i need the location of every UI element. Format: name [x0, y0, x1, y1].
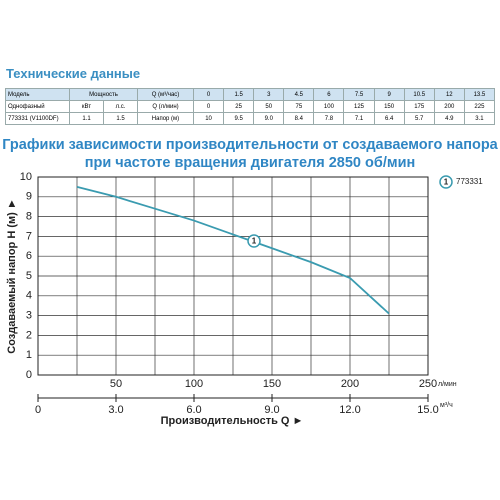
y-tick-label: 10	[20, 171, 32, 183]
x-unit: л/мин	[438, 381, 457, 388]
x-tick-label: 200	[341, 378, 359, 390]
chart-subtitle: при частоте вращения двигателя 2850 об/м…	[85, 155, 416, 171]
legend-marker	[439, 175, 453, 189]
y-tick-label: 3	[26, 310, 32, 322]
y-axis-label: Создаваемый напор H (м) ►	[6, 198, 18, 353]
x2-tick-label: 15.0	[417, 404, 438, 416]
spec-table: Модель Мощность Q (м³/час) 0 1.5 3 4.5 6 7.5 9 10.…	[5, 88, 496, 125]
curve-marker-label: 1	[252, 237, 257, 246]
x-tick-label: 100	[185, 378, 203, 390]
table-row: Модель Мощность Q (м³/час) 0 1.5 3 4.5 6 7.5 9 10.…	[5, 88, 496, 101]
x2-tick-label: 12.0	[339, 404, 360, 416]
y-tick-label: 7	[26, 230, 32, 242]
y-tick-label: 5	[26, 270, 32, 282]
table-cell: 7.5	[343, 88, 375, 101]
x-tick-label: 250	[419, 378, 437, 390]
table-cell: 1.5	[103, 112, 138, 125]
x2-tick-label: 9.0	[264, 404, 279, 416]
table-cell: 10.5	[403, 88, 435, 101]
x2-tick-label: 0	[35, 404, 41, 416]
table-cell: Модель	[5, 88, 70, 101]
table-cell: 9	[373, 88, 405, 101]
y-tick-label: 4	[26, 290, 32, 302]
x-axis-label: Производительность Q ►	[161, 415, 304, 427]
legend-marker-label: 1	[444, 178, 449, 187]
y-tick-label: 2	[26, 329, 32, 341]
y-tick-label: 1	[26, 349, 32, 361]
x2-unit: м³/ч	[440, 402, 453, 409]
chart-title: Графики зависимости производительности о…	[2, 137, 498, 153]
y-tick-label: 0	[26, 369, 32, 381]
table-cell: 4.5	[283, 88, 315, 101]
curve	[76, 186, 390, 315]
y-tick-label: 8	[26, 211, 32, 223]
table-cell: 1.5	[223, 88, 255, 101]
table-row: 773331 (V1100DF) 1.1 1.5 Напор (м) 10 9.5 9.0 8…	[5, 112, 496, 125]
table-row: Однофазный кВт л.с. Q (л/мин) 0 25 50 75 100 125 1…	[5, 100, 496, 113]
plot-frame	[37, 176, 429, 376]
table-cell: 3.1	[463, 112, 496, 125]
y-tick-label: 9	[26, 191, 32, 203]
table-cell: 8.4	[283, 112, 315, 125]
table-cell: 773331 (V1100DF)	[5, 112, 70, 125]
legend-label: 773331	[456, 177, 483, 186]
y-tick-label: 6	[26, 250, 32, 262]
x-tick-label: 50	[110, 378, 122, 390]
table-cell: 0	[192, 88, 225, 101]
section-title: Технические данные	[6, 66, 141, 81]
table-cell: Мощность	[69, 88, 138, 101]
curve-marker	[247, 234, 261, 248]
x2-tick-label: 3.0	[108, 404, 123, 416]
table-cell: 12	[433, 88, 465, 101]
x2-tick-label: 6.0	[186, 404, 201, 416]
x-tick-label: 150	[263, 378, 281, 390]
table-cell: 10	[192, 112, 225, 125]
